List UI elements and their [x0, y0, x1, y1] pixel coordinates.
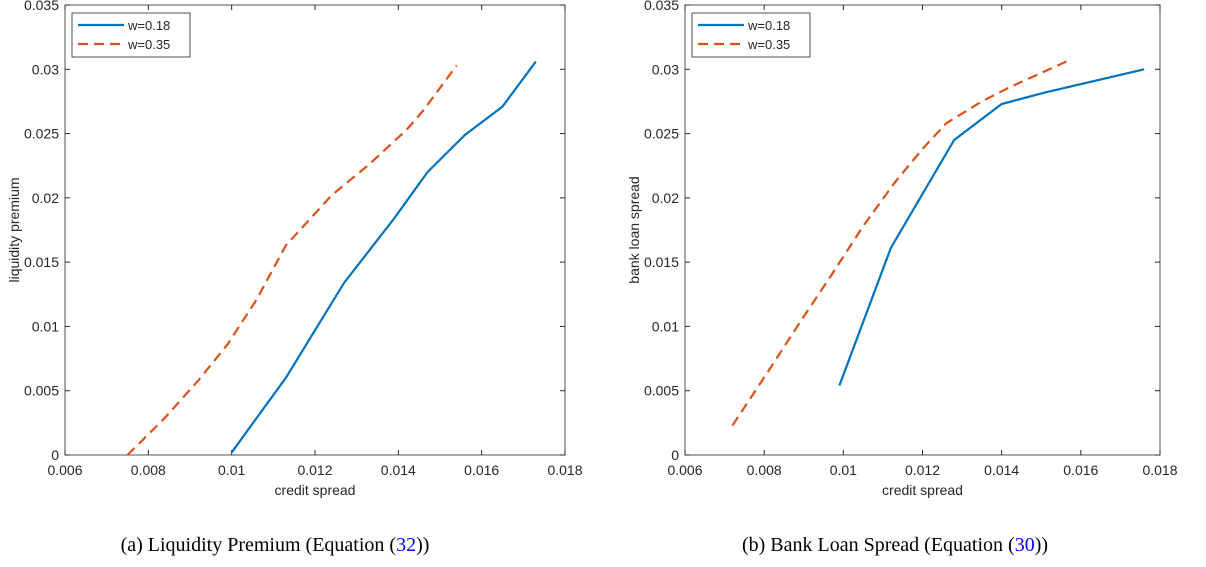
x-tick-label: 0.006: [47, 462, 82, 478]
caption: (b) Bank Loan Spread (Equation (30)): [742, 534, 1048, 556]
data-line: [126, 64, 458, 456]
y-tick-label: 0: [671, 447, 679, 463]
x-axis-label: credit spread: [275, 482, 356, 498]
y-tick-label: 0.025: [644, 126, 679, 142]
x-axis-label: credit spread: [882, 482, 963, 498]
x-tick-label: 0.012: [297, 462, 332, 478]
y-tick-label: 0.02: [32, 190, 59, 206]
legend-label: w=0.18: [747, 18, 790, 33]
caption: (a) Liquidity Premium (Equation (32)): [121, 534, 430, 556]
y-tick-label: 0.015: [644, 254, 679, 270]
plot-area: [684, 4, 1161, 456]
y-tick-label: 0.03: [32, 61, 59, 77]
x-tick-label: 0.008: [747, 462, 782, 478]
x-tick-label: 0.014: [381, 462, 416, 478]
caption-part: (b) Bank Loan Spread (Equation (: [742, 534, 1015, 556]
legend-box: [691, 12, 811, 58]
y-tick-label: 0: [51, 447, 59, 463]
y-axis-label: bank loan spread: [626, 176, 642, 283]
legend-label: w=0.18: [127, 18, 170, 33]
x-tick-label: 0.016: [464, 462, 499, 478]
y-tick-label: 0.005: [24, 383, 59, 399]
y-tick-label: 0.015: [24, 254, 59, 270]
y-tick-label: 0.035: [24, 0, 59, 13]
caption-part: (a) Liquidity Premium (Equation (: [121, 534, 397, 556]
caption-part: )): [416, 534, 429, 556]
x-tick-label: 0.01: [830, 462, 857, 478]
y-tick-label: 0.02: [652, 190, 679, 206]
caption-part[interactable]: 30: [1015, 534, 1035, 556]
y-tick-label: 0.03: [652, 61, 679, 77]
y-axis-label: liquidity premium: [6, 177, 22, 282]
data-line: [838, 68, 1145, 386]
caption-part: )): [1035, 534, 1048, 556]
x-tick-label: 0.012: [905, 462, 940, 478]
y-tick-label: 0.01: [652, 318, 679, 334]
chart: 0.006 0.008 0.01 0.012 0.014 0.016 0.018 0 0.005…: [6, 0, 583, 556]
x-tick-label: 0.01: [218, 462, 245, 478]
x-tick-label: 0.008: [131, 462, 166, 478]
legend-label: w=0.35: [127, 37, 170, 52]
chart: 0.006 0.008 0.01 0.012 0.014 0.016 0.018 0 0.005…: [626, 0, 1178, 556]
x-tick-label: 0.018: [1142, 462, 1177, 478]
y-tick-label: 0.035: [644, 0, 679, 13]
y-tick-label: 0.01: [32, 318, 59, 334]
data-line: [230, 60, 537, 454]
plot-area: [64, 4, 566, 456]
x-tick-label: 0.006: [667, 462, 702, 478]
y-tick-label: 0.005: [644, 383, 679, 399]
y-tick-label: 0.025: [24, 126, 59, 142]
data-line: [731, 59, 1070, 427]
x-tick-label: 0.018: [547, 462, 582, 478]
caption-part[interactable]: 32: [396, 534, 416, 556]
x-tick-label: 0.014: [984, 462, 1019, 478]
legend-label: w=0.35: [747, 37, 790, 52]
x-tick-label: 0.016: [1063, 462, 1098, 478]
legend-box: [71, 12, 191, 58]
